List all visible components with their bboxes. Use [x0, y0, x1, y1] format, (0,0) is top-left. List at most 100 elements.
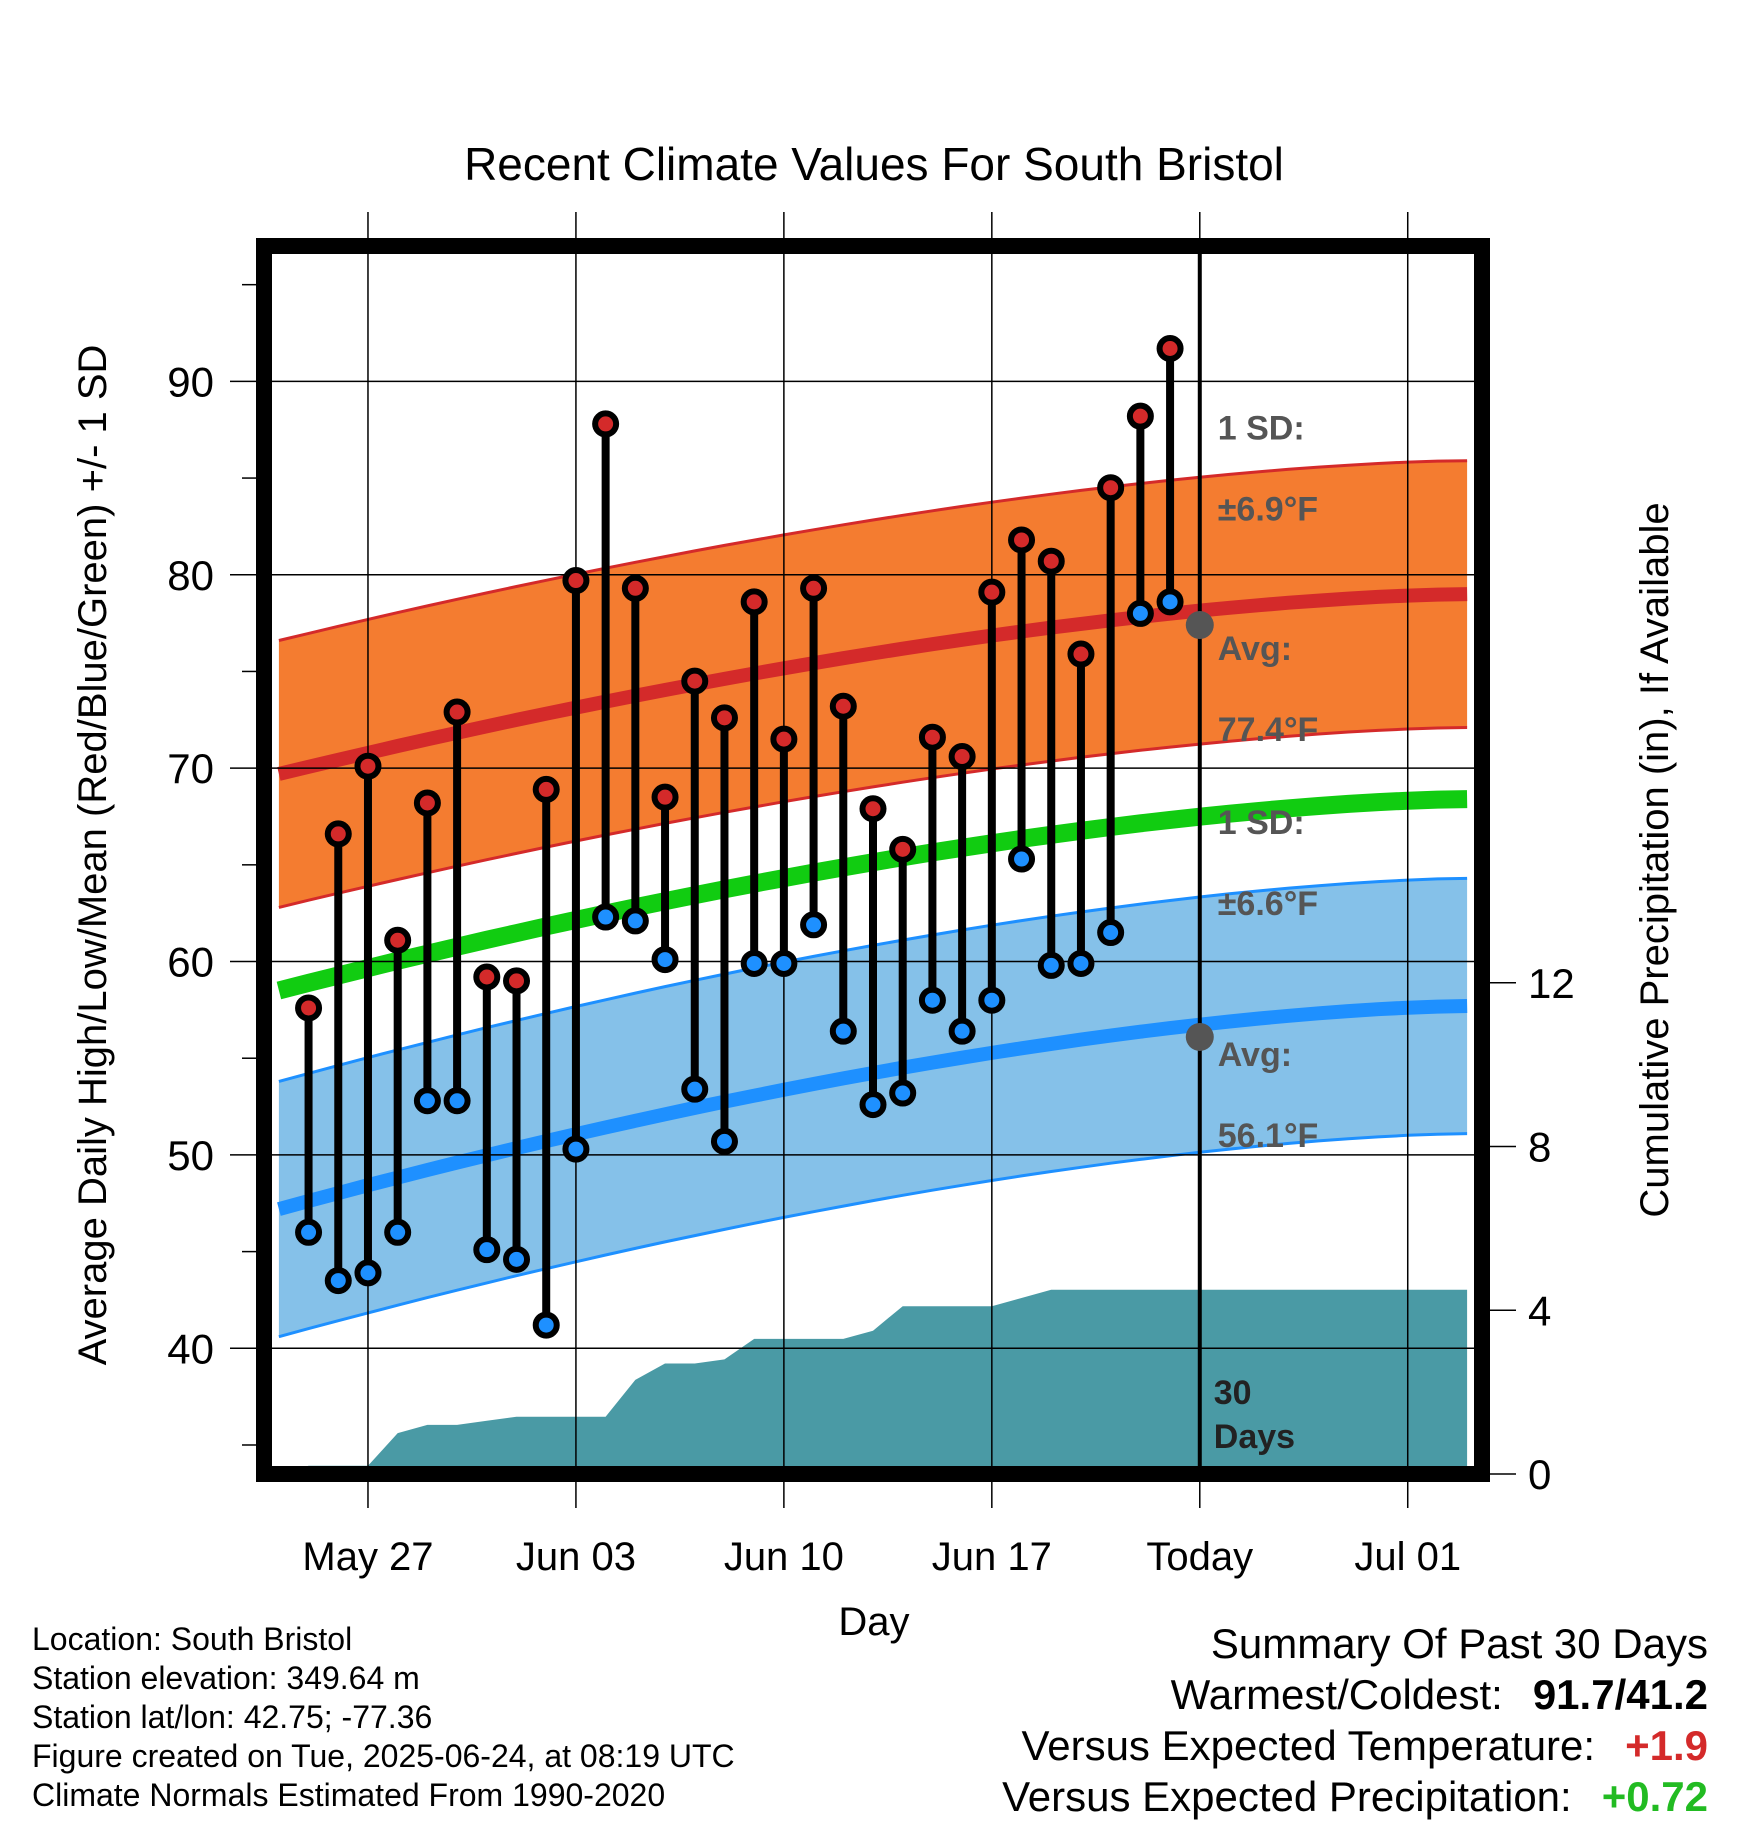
high-point — [443, 698, 471, 726]
low-point — [948, 1017, 976, 1045]
y-tick-label-2: 60 — [167, 939, 214, 986]
low-point — [443, 1087, 471, 1115]
temp-anomaly-value: +1.9 — [1625, 1722, 1708, 1769]
x-tick-label-0: May 27 — [302, 1535, 433, 1579]
high-point — [800, 574, 828, 602]
normal-high-band-upper-edge — [278, 459, 1468, 642]
high-point — [681, 667, 709, 695]
high-point — [413, 789, 441, 817]
low-point — [710, 1127, 738, 1155]
normals-text: Climate Normals Estimated From 1990-2020 — [32, 1777, 666, 1813]
low-point — [681, 1075, 709, 1103]
high-point — [859, 795, 887, 823]
y-tick-label-1: 50 — [167, 1132, 214, 1179]
today-high-normal-marker — [1185, 611, 1214, 640]
high-point — [592, 410, 620, 438]
plot-area: 1 SD: ±6.9°F Avg: 77.4°F 1 SD: ±6.6°F Avg: 56.1… — [167, 212, 1575, 1579]
high-point — [948, 743, 976, 771]
low-sd-label: 1 SD: — [1218, 804, 1305, 842]
low-point — [651, 946, 679, 974]
low-point — [1156, 588, 1184, 616]
normal-low-band-lower-edge — [278, 1132, 1468, 1339]
normal-high-line — [277, 587, 1468, 781]
high-point — [621, 574, 649, 602]
y-tick-label-5: 90 — [167, 358, 214, 405]
x-tick-label-4: Today — [1146, 1535, 1253, 1579]
y2-tick-label-1: 4 — [1528, 1287, 1551, 1334]
station-info: Location: South Bristol Station elevatio… — [32, 1620, 735, 1815]
high-point — [324, 820, 352, 848]
summary-panel: Summary Of Past 30 Days Warmest/Coldest:… — [1002, 1618, 1708, 1822]
low-point — [592, 903, 620, 931]
low-point — [413, 1087, 441, 1115]
x-tick-label-3: Jun 17 — [932, 1535, 1052, 1579]
days-count-label: 30 — [1214, 1374, 1252, 1412]
warm-cold-row: Warmest/Coldest: 91.7/41.2 — [1002, 1669, 1708, 1720]
low-point — [503, 1245, 531, 1273]
high-point — [562, 567, 590, 595]
y-axis-label: Average Daily High/Low/Mean (Red/Blue/Gr… — [71, 345, 115, 1366]
warm-cold-value: 91.7/41.2 — [1532, 1671, 1708, 1718]
low-point — [324, 1267, 352, 1295]
low-point — [621, 907, 649, 935]
low-point — [473, 1236, 501, 1264]
high-point — [889, 835, 917, 863]
high-point — [829, 692, 857, 720]
high-sd-value: ±6.9°F — [1218, 491, 1318, 529]
low-avg-value: 56.1°F — [1218, 1117, 1319, 1155]
y2-axis-label: Cumulative Precipitation (in), If Availa… — [1633, 502, 1677, 1217]
high-point — [1008, 526, 1036, 554]
plot-clipped — [264, 246, 1482, 1474]
y-tick-label-0: 40 — [167, 1325, 214, 1372]
low-point — [800, 911, 828, 939]
low-point — [918, 986, 946, 1014]
elevation-text: Station elevation: 349.64 m — [32, 1660, 420, 1696]
x-tick-label-5: Jul 01 — [1354, 1535, 1461, 1579]
summary-title: Summary Of Past 30 Days — [1210, 1620, 1708, 1667]
low-point — [1008, 845, 1036, 873]
high-point — [770, 725, 798, 753]
normal-high-band-lower-edge — [278, 726, 1468, 909]
low-point — [770, 949, 798, 977]
x-tick-label-2: Jun 10 — [724, 1535, 844, 1579]
y2-tick-label-0: 0 — [1528, 1451, 1551, 1498]
high-point — [384, 926, 412, 954]
high-sd-label: 1 SD: — [1218, 409, 1305, 447]
y2-tick-label-3: 12 — [1528, 960, 1575, 1007]
high-point — [473, 963, 501, 991]
high-point — [978, 578, 1006, 606]
low-point — [354, 1259, 382, 1287]
low-point — [1126, 599, 1154, 627]
low-point — [384, 1218, 412, 1246]
high-point — [295, 994, 323, 1022]
low-point — [295, 1218, 323, 1246]
created-text: Figure created on Tue, 2025-06-24, at 08… — [32, 1738, 735, 1774]
high-avg-label: Avg: — [1218, 630, 1292, 668]
low-point — [1067, 949, 1095, 977]
warm-cold-label: Warmest/Coldest: — [1170, 1671, 1503, 1718]
high-point — [532, 775, 560, 803]
high-point — [1037, 547, 1065, 575]
high-point — [651, 783, 679, 811]
low-point — [532, 1311, 560, 1339]
latlon-text: Station lat/lon: 42.75; -77.36 — [32, 1699, 433, 1735]
low-point — [829, 1017, 857, 1045]
low-point — [1097, 919, 1125, 947]
x-tick-label-1: Jun 03 — [516, 1535, 636, 1579]
low-sd-value: ±6.6°F — [1218, 885, 1318, 923]
days-word-label: Days — [1214, 1418, 1295, 1456]
high-point — [354, 752, 382, 780]
y-tick-label-3: 70 — [167, 745, 214, 792]
high-point — [710, 704, 738, 732]
low-point — [740, 949, 768, 977]
low-avg-label: Avg: — [1218, 1036, 1292, 1074]
temp-anomaly-row: Versus Expected Temperature: +1.9 — [1002, 1720, 1708, 1771]
y-tick-label-4: 80 — [167, 552, 214, 599]
low-point — [978, 986, 1006, 1014]
high-avg-value: 77.4°F — [1218, 711, 1319, 749]
low-point — [1037, 951, 1065, 979]
today-low-normal-marker — [1185, 1022, 1214, 1051]
precip-anomaly-label: Versus Expected Precipitation: — [1002, 1773, 1572, 1820]
high-point — [918, 723, 946, 751]
